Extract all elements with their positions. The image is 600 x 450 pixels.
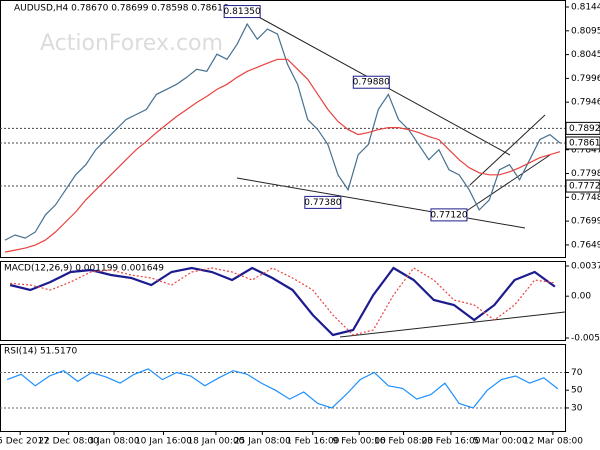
level-box bbox=[565, 136, 600, 150]
series-line bbox=[9, 266, 556, 337]
series-line bbox=[10, 267, 555, 336]
x-tick-label: 16 Feb 08:00 bbox=[374, 437, 433, 447]
level-box bbox=[565, 121, 600, 135]
y-tick-label: 70 bbox=[571, 368, 583, 378]
x-tick-label: 15 Dec 2017 bbox=[0, 437, 49, 447]
trendline bbox=[339, 311, 566, 338]
y-tick-label: 0.76495 bbox=[571, 240, 600, 250]
y-tick-label: 30 bbox=[571, 403, 583, 413]
y-tick-label: 0.003762 bbox=[571, 262, 600, 272]
y-tick-label: 0.7996 bbox=[571, 74, 600, 84]
level-box bbox=[565, 179, 600, 193]
annotation-box bbox=[430, 208, 468, 222]
y-tick-label: 0.79465 bbox=[571, 98, 600, 108]
annotation-label: 0.79880 bbox=[353, 78, 390, 88]
annotation-label: 0.81350 bbox=[224, 7, 261, 17]
y-tick-label: 50 bbox=[571, 386, 583, 396]
x-tick-label: 3 Jan 08:00 bbox=[88, 437, 140, 447]
y-tick-label: 0.77485 bbox=[571, 193, 600, 203]
x-tick-label: 18 Jan 00:00 bbox=[187, 437, 244, 447]
x-tick-label: 23 Feb 16:00 bbox=[421, 437, 480, 447]
x-tick-label: 10 Jan 16:00 bbox=[135, 437, 192, 447]
x-tick-label: 12 Mar 08:00 bbox=[523, 437, 583, 447]
rsi-panel bbox=[0, 344, 566, 432]
price-title: AUDUSD,H4 0.78670 0.78699 0.78598 0.7861… bbox=[14, 4, 229, 14]
y-tick-label: 0.80455 bbox=[571, 50, 600, 60]
y-tick-label: 0.81445 bbox=[571, 3, 600, 13]
annotation-box bbox=[223, 5, 261, 19]
series-line bbox=[6, 368, 559, 409]
macd-panel bbox=[0, 261, 566, 341]
x-tick-label: 1 Feb 16:00 bbox=[286, 437, 340, 447]
watermark: ActionForex.com bbox=[40, 31, 223, 56]
annotation-label: 0.77120 bbox=[430, 210, 467, 220]
macd-title: MACD(12,26,9) 0.001199 0.001649 bbox=[4, 264, 164, 274]
y-tick-label: -0.005216 bbox=[571, 334, 600, 344]
y-tick-label: 0.8095 bbox=[571, 26, 600, 36]
level-label: 0.78616 bbox=[569, 138, 600, 148]
x-tick-label: 9 Feb 00:00 bbox=[333, 437, 387, 447]
x-tick-label: 22 Dec 08:00 bbox=[38, 437, 99, 447]
y-tick-label: 0.7699 bbox=[571, 217, 600, 227]
rsi-title: RSI(14) 51.5170 bbox=[4, 347, 77, 357]
y-tick-label: 0.00 bbox=[571, 292, 591, 302]
annotation-box bbox=[352, 75, 390, 89]
trendline bbox=[464, 154, 551, 213]
y-tick-label: 0.78475 bbox=[571, 145, 600, 155]
x-tick-label: 25 Jan 08:00 bbox=[234, 437, 291, 447]
annotation-box bbox=[304, 195, 342, 209]
y-tick-label: 0.7798 bbox=[571, 169, 600, 179]
annotation-label: 0.77380 bbox=[304, 198, 341, 208]
x-tick-label: 5 Mar 00:00 bbox=[473, 437, 528, 447]
series-line bbox=[4, 22, 561, 241]
series-line bbox=[4, 58, 561, 253]
